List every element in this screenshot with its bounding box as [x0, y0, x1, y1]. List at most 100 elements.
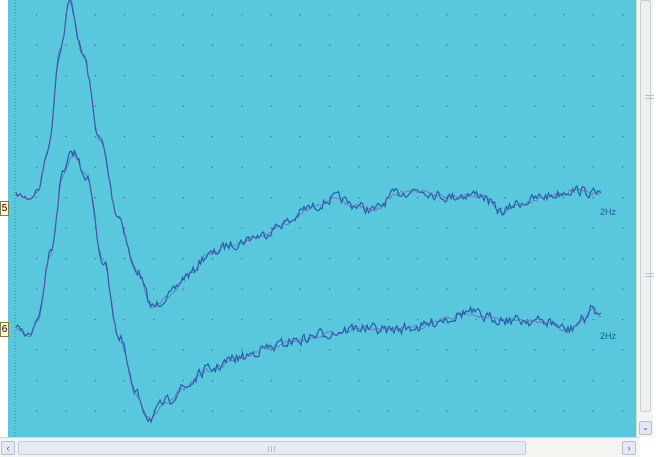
trace-channel-6	[15, 148, 602, 424]
grid-dot	[123, 14, 126, 16]
grid-dot	[299, 258, 301, 260]
grid-dot	[534, 410, 536, 412]
grid-dot	[94, 410, 96, 412]
grid-dot	[36, 258, 38, 260]
scroll-down-arrow-icon[interactable]: ⌄	[639, 421, 652, 435]
grid-dot	[504, 258, 506, 260]
grid-dot	[123, 319, 126, 321]
grid-dot	[94, 380, 96, 382]
grid-dot	[475, 380, 477, 382]
grid-dot	[241, 105, 243, 107]
grid-dot	[94, 14, 96, 16]
grid-dot	[475, 44, 477, 46]
grid-dot	[241, 197, 243, 199]
grid-dot	[241, 136, 243, 138]
thumb-grip	[645, 273, 654, 274]
grid-dot	[211, 105, 213, 107]
scroll-right-arrow-icon[interactable]: ›	[622, 441, 636, 455]
grid-dot	[563, 349, 565, 351]
grid-dot	[94, 166, 96, 168]
grid-dot	[270, 75, 272, 77]
channel-5-label[interactable]: 5	[0, 201, 9, 216]
grid-dot	[123, 410, 126, 412]
grid-dot	[387, 319, 389, 321]
grid-dot	[153, 410, 155, 412]
grid-dot	[241, 380, 243, 382]
grid-dot	[534, 349, 536, 351]
grid-dot	[446, 380, 448, 382]
trace-channel-6-overlay	[15, 151, 602, 421]
grid-dot	[270, 380, 272, 382]
grid-dot	[123, 197, 126, 199]
grid-dot	[65, 44, 67, 46]
grid-dot	[446, 349, 448, 351]
grid-dot	[329, 44, 331, 46]
grid-dot	[416, 14, 419, 16]
grid-dot	[563, 227, 565, 229]
grid-dot	[182, 319, 184, 321]
grid-dot	[211, 319, 213, 321]
grid-dot	[387, 380, 389, 382]
grid-dot	[299, 166, 301, 168]
grid-dot	[299, 349, 301, 351]
grid-dot	[358, 227, 360, 229]
grid-dot	[622, 288, 624, 290]
grid-dot	[329, 197, 331, 199]
grid-dot	[94, 136, 96, 138]
grid-dot	[123, 288, 126, 290]
grid-dot	[123, 105, 126, 107]
vertical-scrollbar[interactable]: ⌄	[636, 0, 654, 437]
grid-dot	[504, 166, 506, 168]
grid-dot	[534, 227, 536, 229]
grid-dot	[270, 258, 272, 260]
grid-dot	[299, 14, 301, 16]
grid-dot	[241, 227, 243, 229]
grid-dot	[36, 166, 38, 168]
grid-dot	[153, 319, 155, 321]
grid-dot	[65, 410, 67, 412]
grid-dot	[94, 349, 96, 351]
grid-dot	[416, 349, 419, 351]
grid-dot	[153, 349, 155, 351]
grid-dot	[534, 105, 536, 107]
grid-dot	[270, 105, 272, 107]
grid-dot	[36, 288, 38, 290]
grid-dot	[358, 75, 360, 77]
grid-dot	[65, 349, 67, 351]
scroll-left-arrow-icon[interactable]: ‹	[1, 441, 15, 455]
grid-dot	[182, 349, 184, 351]
trace-plot-area[interactable]: 2Hz 2Hz	[8, 0, 636, 437]
grid-dot	[387, 105, 389, 107]
horizontal-scrollbar[interactable]: ‹ ›	[0, 437, 640, 457]
grid-dot	[153, 105, 155, 107]
grid-dot	[182, 410, 184, 412]
grid-dot	[563, 136, 565, 138]
horizontal-scroll-thumb[interactable]	[18, 441, 526, 455]
grid-dot	[563, 288, 565, 290]
grid-dot	[299, 197, 301, 199]
grid-dot	[153, 166, 155, 168]
grid-dot	[446, 166, 448, 168]
grid-dot	[416, 136, 419, 138]
grid-dot	[329, 410, 331, 412]
grid-dot	[329, 227, 331, 229]
grid-dot	[123, 227, 126, 229]
grid-dot	[563, 75, 565, 77]
grid-dot	[416, 288, 419, 290]
grid-dot	[563, 14, 565, 16]
grid-dot	[563, 258, 565, 260]
grid-dot	[475, 319, 477, 321]
vertical-scroll-thumb[interactable]	[640, 0, 654, 412]
grid-dot	[241, 75, 243, 77]
grid-dot	[358, 319, 360, 321]
grid-dot	[592, 380, 594, 382]
thumb-grip	[268, 446, 269, 452]
grid-dot	[563, 44, 565, 46]
grid-dot	[211, 75, 213, 77]
grid-dot	[504, 136, 506, 138]
grid-dot	[65, 227, 67, 229]
grid-dot	[153, 380, 155, 382]
grid-dot	[358, 380, 360, 382]
channel-6-label[interactable]: 6	[0, 322, 9, 337]
grid-dot	[36, 14, 38, 16]
